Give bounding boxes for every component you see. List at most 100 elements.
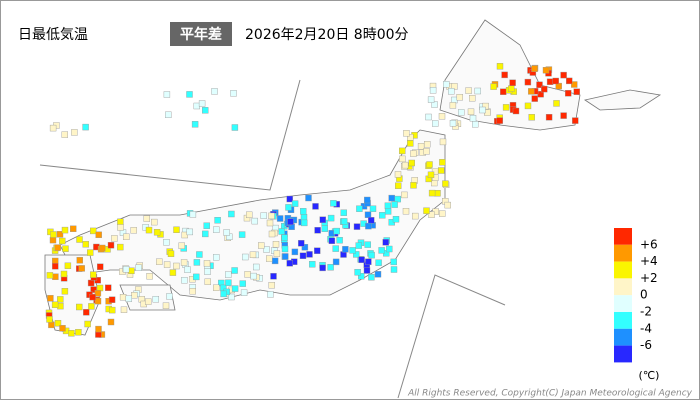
- station-marker: [417, 143, 425, 150]
- station-marker: [358, 273, 365, 280]
- station-marker: [153, 228, 161, 236]
- station-marker: [508, 85, 515, 92]
- station-marker: [566, 77, 573, 85]
- map-title: 日最低気温: [18, 27, 88, 43]
- station-marker: [314, 247, 321, 254]
- station-marker: [388, 194, 395, 202]
- station-marker: [213, 226, 220, 233]
- station-marker: [225, 279, 232, 286]
- station-marker: [553, 100, 560, 107]
- station-marker: [286, 260, 293, 267]
- station-marker: [467, 108, 475, 116]
- station-marker: [502, 104, 510, 111]
- station-marker: [458, 109, 465, 116]
- station-marker: [135, 264, 142, 271]
- station-marker: [392, 215, 400, 223]
- station-marker: [332, 258, 340, 266]
- station-marker: [369, 205, 377, 212]
- station-marker: [47, 295, 54, 302]
- station-marker: [571, 81, 578, 88]
- station-marker: [390, 258, 397, 266]
- station-marker: [59, 237, 66, 245]
- station-marker: [189, 288, 196, 295]
- station-marker: [438, 113, 446, 120]
- station-marker: [119, 294, 127, 301]
- station-marker: [319, 264, 326, 272]
- station-marker: [333, 227, 340, 235]
- legend-label: +6: [640, 237, 658, 251]
- station-marker: [125, 295, 133, 302]
- station-marker: [231, 267, 238, 274]
- station-marker: [353, 251, 360, 258]
- station-markers: [45, 63, 580, 338]
- station-marker: [268, 230, 276, 238]
- station-marker: [399, 155, 406, 163]
- station-marker: [228, 293, 235, 301]
- station-marker: [173, 262, 180, 270]
- station-marker: [353, 223, 361, 230]
- station-marker: [340, 209, 347, 216]
- station-marker: [312, 203, 319, 210]
- station-marker: [375, 259, 382, 266]
- station-marker: [374, 271, 382, 278]
- station-marker: [528, 88, 535, 95]
- station-marker: [472, 120, 479, 128]
- station-marker: [545, 113, 553, 121]
- copyright: All Rights Reserved, Copyright(C) Japan …: [407, 389, 693, 399]
- station-marker: [365, 258, 372, 265]
- station-marker: [287, 218, 294, 226]
- station-marker: [211, 88, 218, 95]
- station-marker: [327, 214, 335, 222]
- station-marker: [46, 316, 53, 323]
- station-marker: [300, 208, 307, 215]
- legend-swatch: [614, 244, 632, 262]
- station-marker: [69, 225, 77, 233]
- station-marker: [169, 269, 177, 276]
- station-marker: [203, 222, 210, 229]
- station-marker: [131, 292, 138, 299]
- station-marker: [432, 120, 439, 127]
- station-marker: [573, 88, 580, 95]
- legend-swatch: [614, 295, 632, 312]
- station-marker: [431, 101, 438, 108]
- station-marker: [281, 234, 288, 241]
- station-marker: [300, 213, 308, 221]
- station-marker: [524, 78, 532, 86]
- station-marker: [465, 87, 472, 94]
- station-marker: [213, 284, 220, 291]
- legend-label: -6: [640, 338, 652, 352]
- legend: +6 +4 +2 0 -2 -4 -6: [614, 228, 658, 363]
- station-marker: [301, 219, 308, 227]
- station-marker: [439, 138, 447, 146]
- legend-swatch: [614, 312, 632, 329]
- station-marker: [524, 102, 532, 110]
- station-marker: [402, 207, 410, 215]
- station-marker: [107, 318, 115, 326]
- station-marker: [186, 91, 193, 98]
- station-marker: [107, 241, 115, 249]
- station-marker: [341, 218, 348, 225]
- station-marker: [291, 248, 299, 256]
- station-marker: [204, 278, 212, 285]
- station-marker: [500, 88, 507, 95]
- station-marker: [273, 250, 281, 257]
- station-marker: [145, 226, 153, 234]
- station-marker: [403, 130, 410, 137]
- station-marker: [82, 123, 89, 131]
- station-marker: [439, 210, 446, 217]
- station-marker: [410, 182, 417, 189]
- station-marker: [144, 298, 152, 305]
- station-marker: [111, 235, 118, 242]
- station-marker: [76, 257, 84, 264]
- station-marker: [82, 241, 90, 248]
- station-marker: [90, 271, 97, 278]
- station-marker: [98, 244, 106, 252]
- station-marker: [57, 302, 64, 310]
- station-marker: [61, 131, 68, 138]
- station-marker: [252, 263, 260, 271]
- station-marker: [59, 325, 66, 332]
- station-marker: [298, 239, 305, 247]
- station-marker: [75, 303, 83, 311]
- station-marker: [332, 245, 339, 252]
- station-marker: [57, 296, 64, 303]
